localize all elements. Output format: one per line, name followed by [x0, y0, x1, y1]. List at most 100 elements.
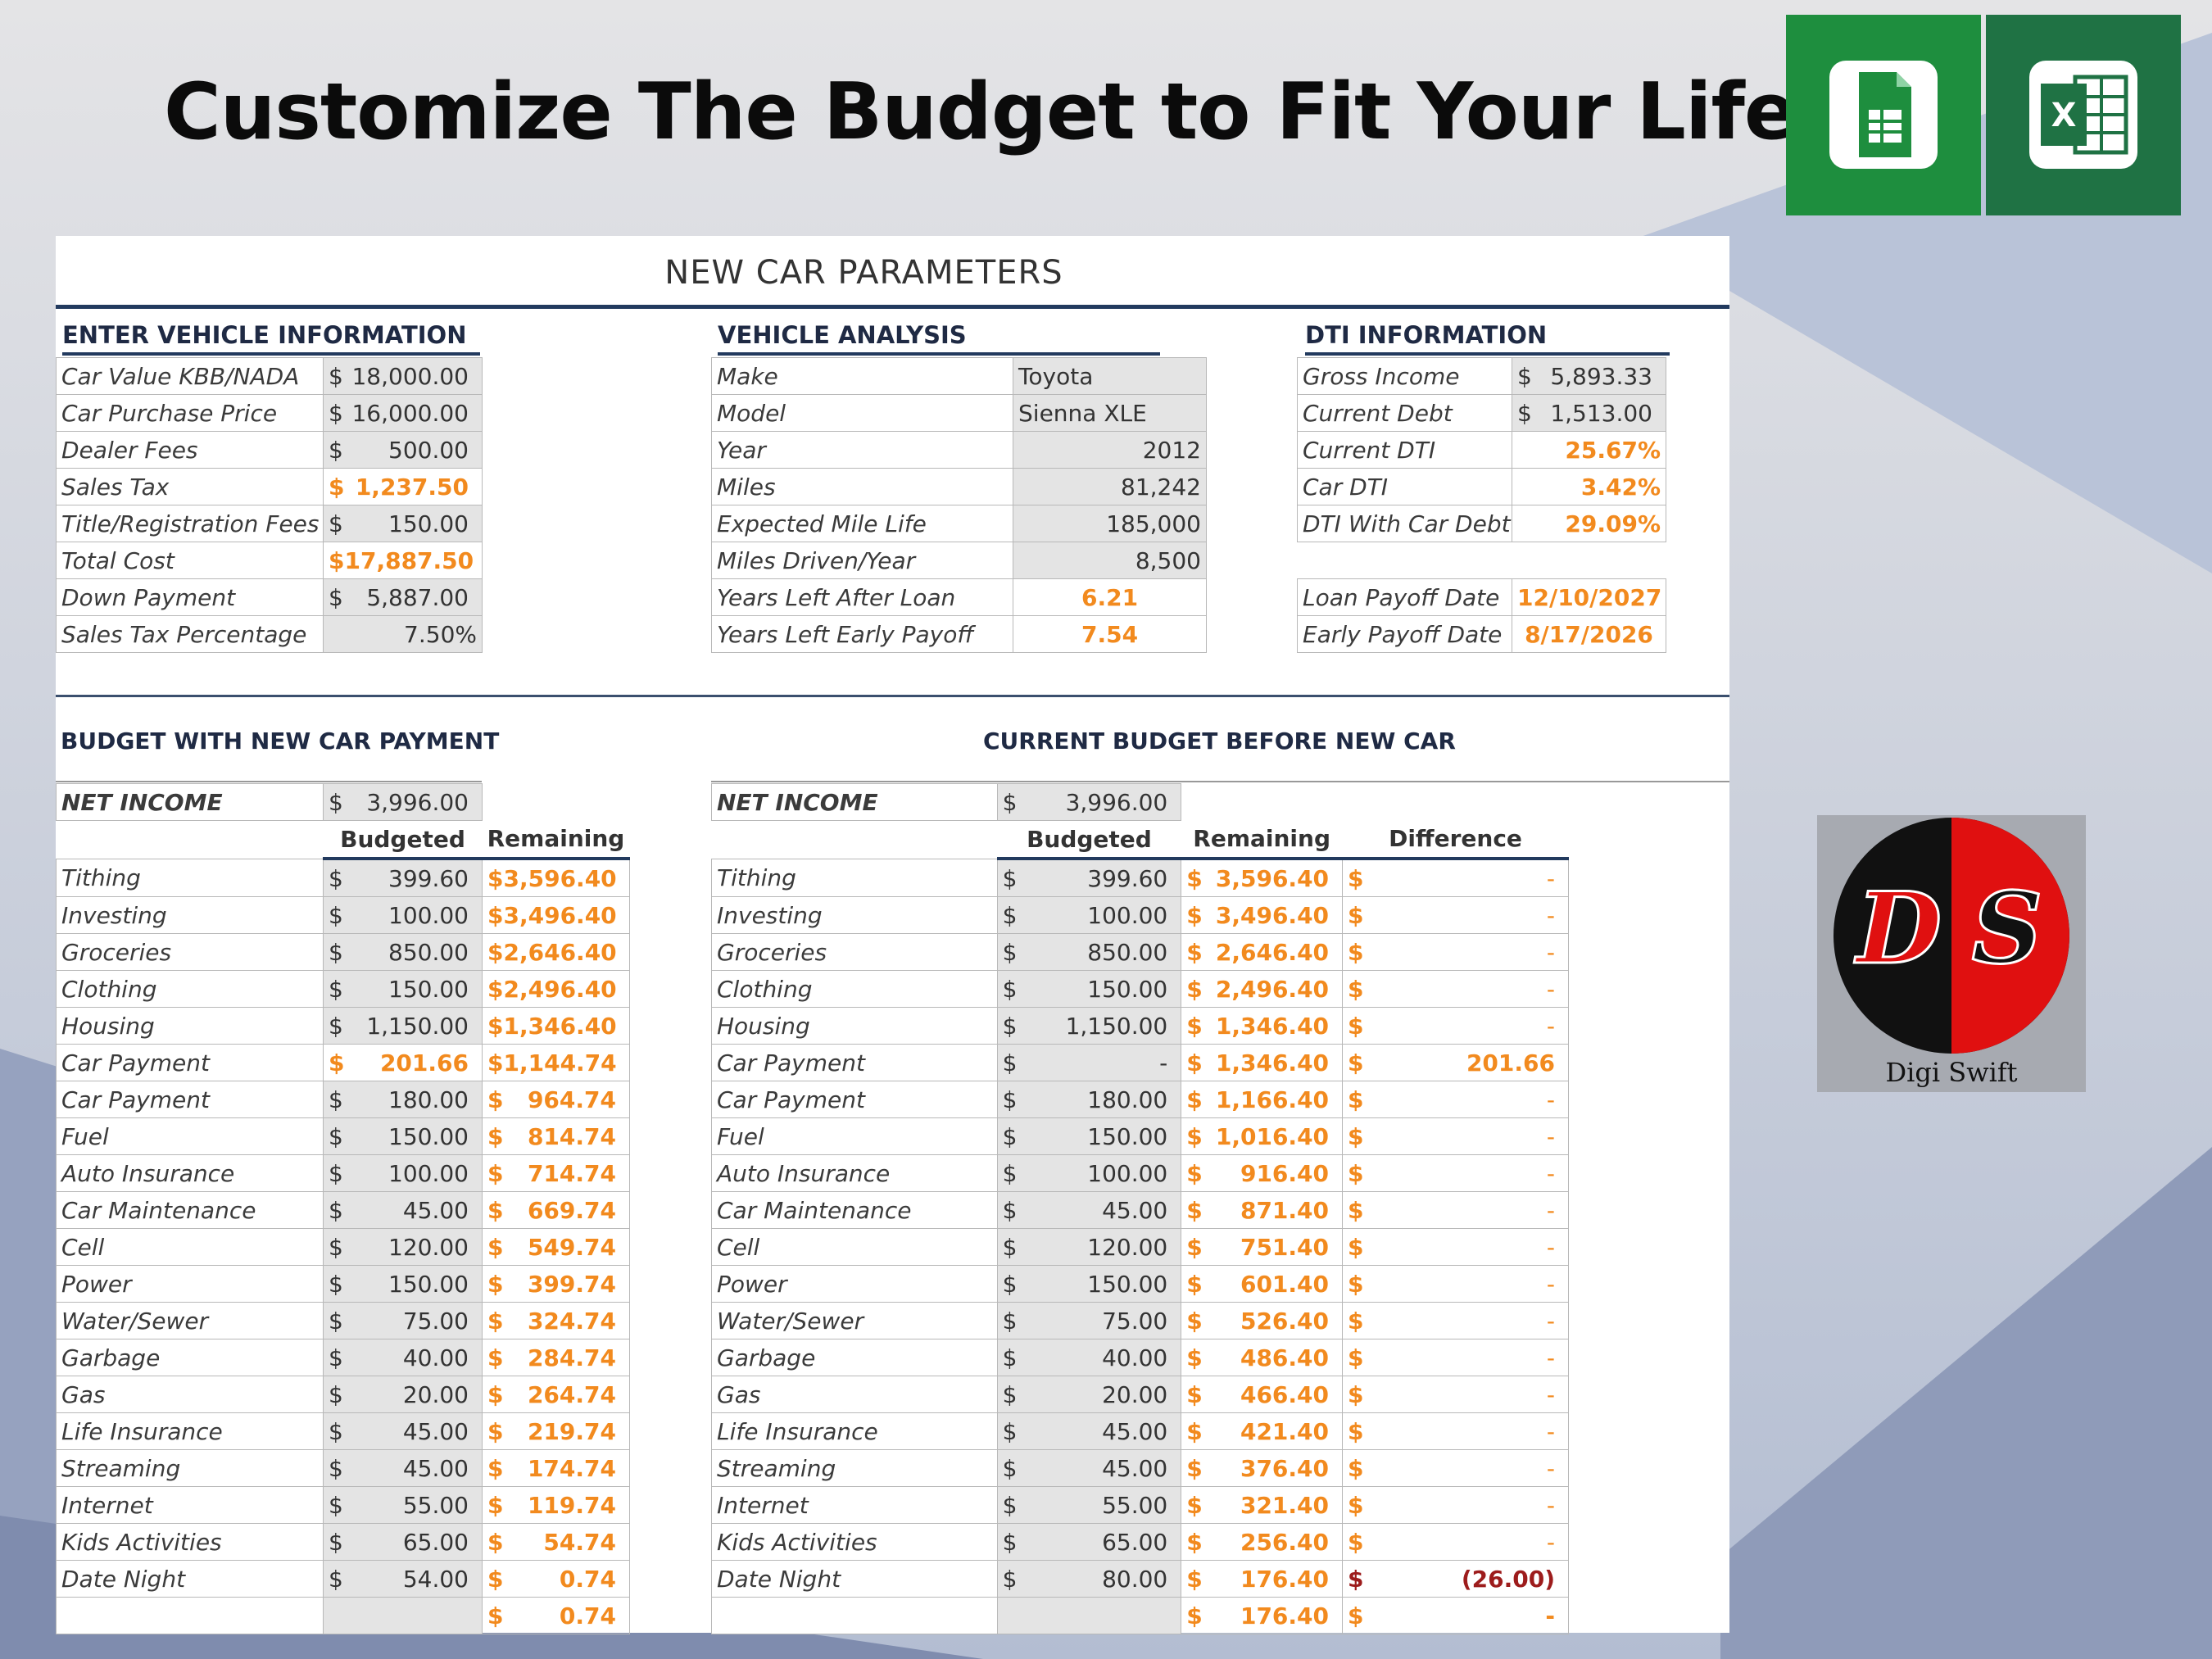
budgeted-value[interactable]: $150.00 [323, 1117, 483, 1155]
amount: 45.00 [402, 1417, 469, 1445]
budgeted-value[interactable]: $45.00 [323, 1449, 483, 1487]
budgeted-value[interactable]: $45.00 [323, 1412, 483, 1450]
budgeted-value[interactable]: $399.60 [996, 858, 1182, 897]
currency-symbol: $ [1186, 1270, 1203, 1298]
field-value[interactable]: 7.50% [323, 615, 483, 653]
net-income-value[interactable]: $3,996.00 [323, 783, 483, 821]
currency-symbol: $ [329, 1233, 343, 1261]
budgeted-value[interactable]: $45.00 [996, 1191, 1182, 1229]
field-value[interactable]: $1,513.00 [1512, 394, 1666, 432]
field-value[interactable]: Toyota [1013, 357, 1207, 395]
budgeted-value-money: $100.00 [1003, 902, 1176, 929]
difference-value: $ - [1342, 1191, 1569, 1229]
budgeted-value[interactable]: $55.00 [323, 1486, 483, 1524]
budgeted-value[interactable]: $75.00 [996, 1302, 1182, 1339]
remaining-value-money: $751.40 [1186, 1234, 1337, 1261]
budgeted-value[interactable]: $120.00 [996, 1228, 1182, 1266]
field-value[interactable]: $5,887.00 [323, 578, 483, 616]
budgeted-value[interactable] [996, 1597, 1182, 1634]
amount: 3,496.40 [1215, 901, 1330, 929]
budgeted-value[interactable] [323, 1597, 483, 1634]
budgeted-value[interactable]: $65.00 [323, 1523, 483, 1561]
field-label: DTI With Car Debt [1297, 505, 1512, 542]
budgeted-value[interactable]: $20.00 [323, 1376, 483, 1413]
budgeted-value[interactable]: $ - [996, 1044, 1182, 1081]
field-value[interactable]: 185,000 [1013, 505, 1207, 542]
budgeted-value-money: $45.00 [329, 1418, 477, 1445]
budgeted-value[interactable]: $55.00 [996, 1486, 1182, 1524]
budgeted-value[interactable]: $150.00 [996, 1265, 1182, 1303]
table-row: Car Value KBB/NADA $18,000.00 [56, 357, 483, 395]
budgeted-value[interactable]: $180.00 [323, 1081, 483, 1118]
budgeted-value[interactable]: $150.00 [996, 1117, 1182, 1155]
field-value[interactable]: $150.00 [323, 505, 483, 542]
budgeted-value[interactable]: $850.00 [323, 933, 483, 971]
field-value[interactable]: $500.00 [323, 431, 483, 469]
remaining-value: $3,596.40 [1181, 858, 1344, 897]
budgeted-value[interactable]: $1,150.00 [996, 1007, 1182, 1045]
net-income-value[interactable]: $3,996.00 [996, 783, 1182, 821]
remaining-value: $466.40 [1181, 1376, 1344, 1413]
budgeted-value[interactable]: $100.00 [996, 896, 1182, 934]
remaining-value: $714.74 [482, 1154, 630, 1192]
category-label: Clothing [56, 970, 324, 1008]
budgeted-value-money: $850.00 [329, 939, 477, 966]
difference-value: $ - [1342, 1228, 1569, 1266]
currency-symbol: $ [329, 1417, 343, 1445]
budgeted-value[interactable]: $65.00 [996, 1523, 1182, 1561]
field-value[interactable]: Sienna XLE [1013, 394, 1207, 432]
field-value[interactable]: $16,000.00 [323, 394, 483, 432]
budgeted-value[interactable]: $399.60 [323, 858, 483, 897]
net-income-row: NET INCOME $3,996.00 [56, 783, 630, 821]
currency-symbol: $ [329, 1049, 345, 1077]
budgeted-value[interactable]: $100.00 [323, 896, 483, 934]
field-value[interactable]: $5,893.33 [1512, 357, 1666, 395]
currency-symbol: $ [1517, 362, 1532, 390]
budgeted-value[interactable]: $150.00 [323, 1265, 483, 1303]
budgeted-value[interactable]: $45.00 [996, 1449, 1182, 1487]
budgeted-value[interactable]: $120.00 [323, 1228, 483, 1266]
remaining-value: $0.74 [482, 1597, 630, 1634]
table-row: Gross Income $5,893.33 [1297, 357, 1666, 395]
budgeted-value[interactable]: $1,150.00 [323, 1007, 483, 1045]
budgeted-value[interactable]: $850.00 [996, 933, 1182, 971]
amount: 916.40 [1240, 1159, 1330, 1187]
budgeted-value[interactable]: $54.00 [323, 1560, 483, 1598]
remaining-value: $526.40 [1181, 1302, 1344, 1339]
col-difference: Difference [1342, 820, 1569, 860]
budgeted-value-money: $201.66 [329, 1049, 477, 1077]
currency-symbol: $ [329, 1454, 343, 1482]
amount: 399.74 [527, 1270, 616, 1298]
currency-symbol: $ [1186, 901, 1203, 929]
budgeted-value-money: $100.00 [1003, 1160, 1176, 1187]
field-value[interactable]: 8,500 [1013, 542, 1207, 579]
budgeted-value[interactable]: $45.00 [323, 1191, 483, 1229]
budgeted-value[interactable]: $100.00 [996, 1154, 1182, 1192]
blank-cell [1181, 783, 1569, 821]
category-label: Auto Insurance [711, 1154, 998, 1192]
currency-symbol: $ [487, 1196, 504, 1224]
remaining-value-money: $714.74 [487, 1160, 624, 1187]
field-value[interactable]: $18,000.00 [323, 357, 483, 395]
budgeted-value[interactable]: $180.00 [996, 1081, 1182, 1118]
difference-value: $ - [1342, 1265, 1569, 1303]
vehicle-info-title: ENTER VEHICLE INFORMATION [62, 321, 480, 356]
budgeted-value[interactable]: $150.00 [996, 970, 1182, 1008]
field-value: 29.09% [1512, 505, 1666, 542]
budgeted-value[interactable]: $20.00 [996, 1376, 1182, 1413]
budgeted-value[interactable]: $100.00 [323, 1154, 483, 1192]
table-row: Life Insurance $45.00 $421.40 $ - [711, 1412, 1569, 1450]
budgeted-value[interactable]: $45.00 [996, 1412, 1182, 1450]
budgeted-value[interactable]: $75.00 [323, 1302, 483, 1339]
remaining-value: $284.74 [482, 1339, 630, 1376]
budgeted-value-money: $1,150.00 [329, 1013, 477, 1040]
amount: 399.60 [388, 864, 469, 892]
budgeted-value[interactable]: $40.00 [323, 1339, 483, 1376]
field-value[interactable]: 2012 [1013, 431, 1207, 469]
budgeted-value[interactable]: $80.00 [996, 1560, 1182, 1598]
remaining-value: $176.40 [1181, 1597, 1344, 1634]
category-label: Tithing [711, 858, 998, 897]
budgeted-value[interactable]: $150.00 [323, 970, 483, 1008]
field-value[interactable]: 81,242 [1013, 468, 1207, 505]
budgeted-value[interactable]: $40.00 [996, 1339, 1182, 1376]
